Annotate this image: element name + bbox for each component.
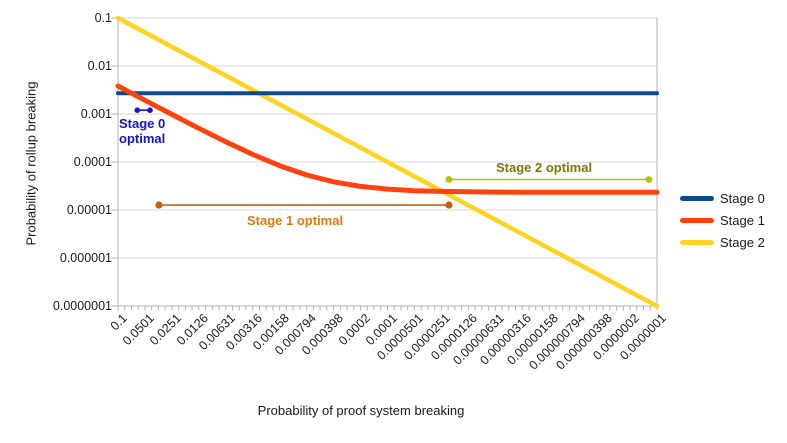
annotation-stage0-line2: optimal [119, 131, 166, 146]
annotation-stage0-line1: Stage 0 [119, 116, 166, 131]
annotation-stage2-optimal-label: Stage 2 optimal [496, 160, 593, 175]
stage0-optimal-marker [147, 107, 153, 113]
legend-label: Stage 1 [720, 212, 765, 228]
legend-item-stage-2: Stage 2 [680, 231, 765, 253]
annotation-stage1-optimal-label: Stage 1 optimal [247, 213, 344, 228]
y-axis-title: Probability of rollup breaking [23, 81, 39, 246]
stage0-optimal-marker [134, 107, 141, 113]
annotation-stage0-optimal-label: Stage 0 optimal [119, 116, 165, 146]
x-axis-title: Probability of proof system breaking [257, 403, 465, 418]
series-line-stage-1 [115, 83, 660, 195]
legend-swatch [680, 217, 714, 223]
legend: Stage 0 Stage 1 Stage 2 [680, 187, 765, 253]
legend-item-stage-0: Stage 0 [680, 187, 765, 209]
stage1-optimal-marker [155, 201, 163, 209]
stage1-optimal-marker [445, 201, 453, 209]
legend-swatch [680, 239, 714, 245]
stage2-optimal-marker [645, 176, 653, 183]
series-line-stage-2 [115, 15, 660, 309]
stage2-optimal-marker [445, 176, 453, 183]
legend-label: Stage 0 [720, 190, 765, 206]
legend-swatch [680, 195, 714, 201]
legend-label: Stage 2 [720, 234, 765, 250]
legend-item-stage-1: Stage 1 [680, 209, 765, 231]
